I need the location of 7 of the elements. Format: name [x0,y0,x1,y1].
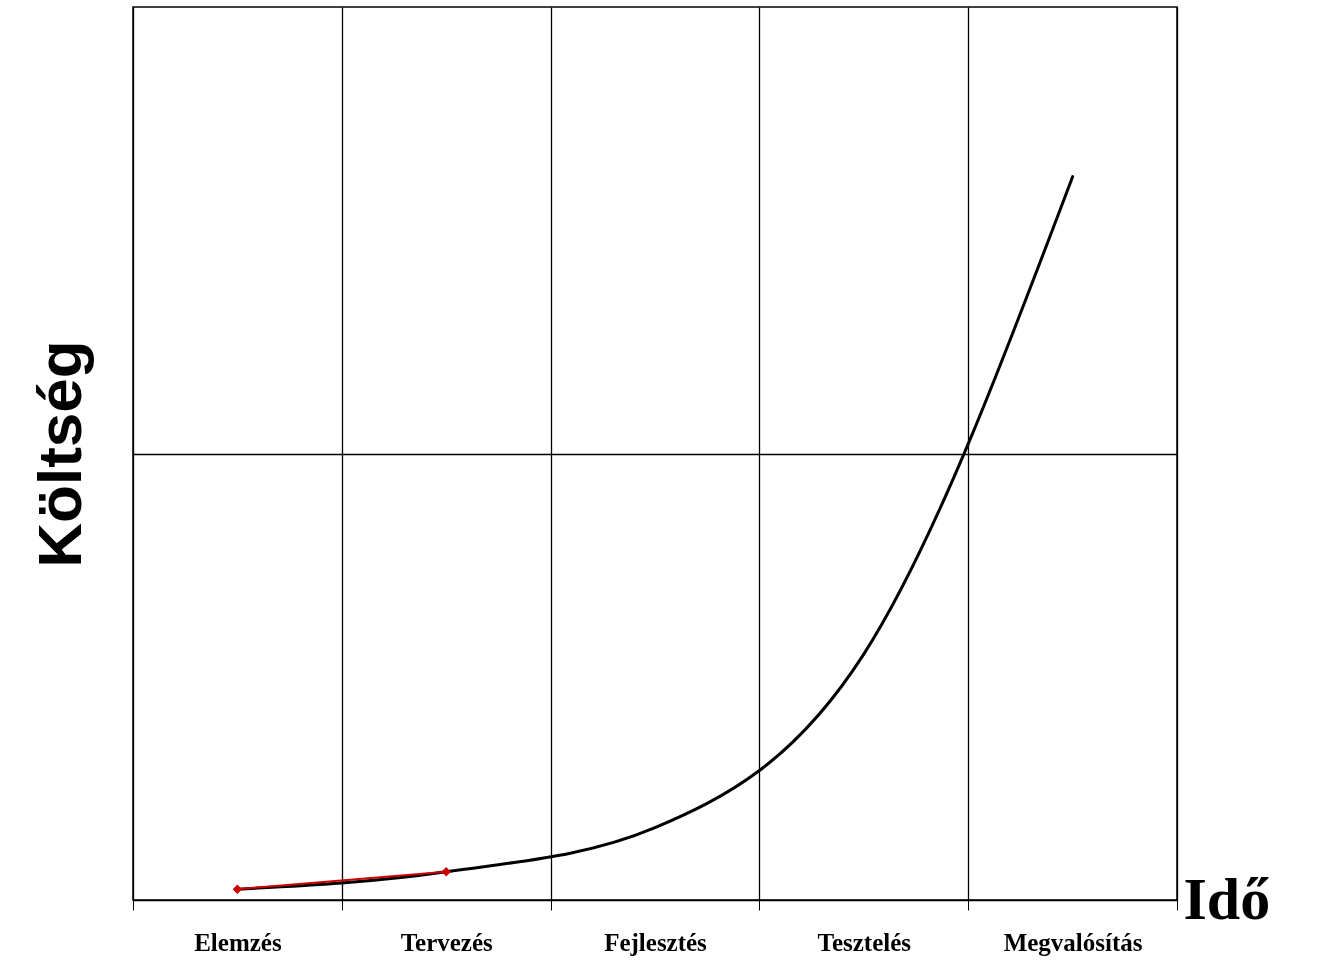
x-tick-label: Tesztelés [817,928,912,956]
x-axis-title: Idő [1183,865,1271,932]
y-axis-title: Költség [24,340,94,568]
x-tick-label: Megvalósítás [1003,928,1143,956]
x-tick-label: Fejlesztés [604,928,708,956]
x-tick-label: Tervezés [400,928,494,956]
x-tick-label: Elemzés [194,928,282,956]
